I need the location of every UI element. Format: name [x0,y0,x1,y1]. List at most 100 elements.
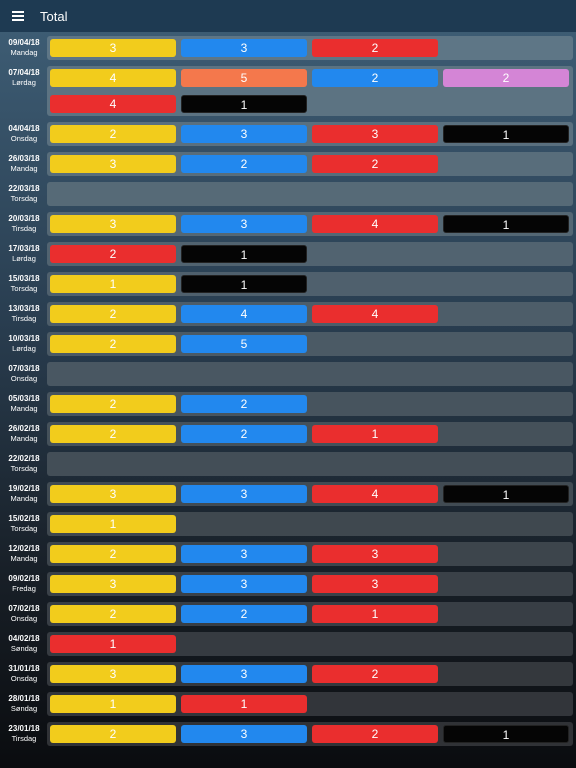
list-item[interactable]: 07/03/18 Onsdag [0,362,576,392]
red-count-chip[interactable]: 4 [312,305,438,323]
list-item[interactable]: 22/02/18 Torsdag [0,452,576,482]
red-count-chip[interactable]: 2 [312,665,438,683]
blue-count-chip[interactable]: 2 [181,605,307,623]
red-count-chip[interactable]: 2 [312,155,438,173]
list-item[interactable]: 09/04/18 Mandag 3 3 2 [0,36,576,66]
yellow-count-chip[interactable]: 3 [50,155,176,173]
blue-count-chip[interactable]: 2 [181,395,307,413]
yellow-count-chip[interactable]: 2 [50,305,176,323]
black-count-chip[interactable]: 1 [443,125,569,143]
blue-count-chip[interactable]: 4 [181,305,307,323]
black-count-chip[interactable]: 1 [181,245,307,263]
list-item[interactable]: 15/03/18 Torsdag 1 1 [0,272,576,302]
red-count-chip[interactable]: 2 [312,39,438,57]
yellow-count-chip[interactable]: 4 [50,69,176,87]
yellow-count-chip[interactable]: 1 [50,695,176,713]
list-item[interactable]: 28/01/18 Søndag 1 1 [0,692,576,722]
blue-count-chip[interactable]: 3 [181,39,307,57]
list-item[interactable]: 26/02/18 Mandag 2 2 1 [0,422,576,452]
blue-count-chip[interactable]: 2 [181,155,307,173]
hamburger-menu-icon[interactable] [12,11,24,21]
list-item[interactable]: 07/04/18 Lørdag 4 5 2 2 4 1 [0,66,576,122]
yellow-count-chip[interactable]: 3 [50,665,176,683]
red-count-chip[interactable]: 4 [312,485,438,503]
blue-count-chip[interactable]: 3 [181,125,307,143]
blue-count-chip[interactable]: 3 [181,485,307,503]
yellow-count-chip[interactable]: 2 [50,425,176,443]
yellow-count-chip[interactable]: 2 [50,125,176,143]
yellow-count-chip[interactable]: 2 [50,335,176,353]
list-item[interactable]: 20/03/18 Tirsdag 3 3 4 1 [0,212,576,242]
black-count-chip[interactable]: 1 [443,215,569,233]
list-item[interactable]: 04/04/18 Onsdag 2 3 3 1 [0,122,576,152]
list-item[interactable]: 31/01/18 Onsdag 3 3 2 [0,662,576,692]
yellow-count-chip[interactable]: 2 [50,395,176,413]
red-count-chip[interactable]: 2 [50,245,176,263]
red-count-chip[interactable]: 3 [312,125,438,143]
list-item[interactable]: 26/03/18 Mandag 3 2 2 [0,152,576,182]
red-count-chip[interactable]: 2 [312,725,438,743]
yellow-count-chip[interactable]: 2 [50,605,176,623]
entry-bar[interactable] [47,182,573,206]
blue-count-chip[interactable]: 3 [181,665,307,683]
blue-count-chip[interactable]: 2 [181,425,307,443]
red-count-chip[interactable]: 1 [312,605,438,623]
yellow-count-chip[interactable]: 1 [50,515,176,533]
list-item[interactable]: 17/03/18 Lørdag 2 1 [0,242,576,272]
red-count-chip[interactable]: 4 [50,95,176,113]
blue-count-chip[interactable]: 5 [181,335,307,353]
yellow-count-chip[interactable]: 3 [50,575,176,593]
entry-bar[interactable] [47,452,573,476]
list-item[interactable]: 09/02/18 Fredag 3 3 3 [0,572,576,602]
blue-count-chip[interactable]: 3 [181,215,307,233]
yellow-count-chip[interactable]: 3 [50,485,176,503]
list-item[interactable]: 10/03/18 Lørdag 2 5 [0,332,576,362]
red-count-chip[interactable]: 1 [312,425,438,443]
list-item[interactable]: 04/02/18 Søndag 1 [0,632,576,662]
yellow-count-chip[interactable]: 3 [50,39,176,57]
list-item[interactable]: 12/02/18 Mandag 2 3 3 [0,542,576,572]
red-count-chip[interactable]: 4 [312,215,438,233]
list-item[interactable]: 13/03/18 Tirsdag 2 4 4 [0,302,576,332]
list-item[interactable]: 19/02/18 Mandag 3 3 4 1 [0,482,576,512]
entry-bar[interactable]: 1 [47,632,573,656]
blue-count-chip[interactable]: 3 [181,545,307,563]
red-count-chip[interactable]: 1 [50,635,176,653]
entry-bar[interactable] [47,362,573,386]
blue-count-chip[interactable]: 3 [181,575,307,593]
list-item[interactable]: 05/03/18 Mandag 2 2 [0,392,576,422]
blue-count-chip[interactable]: 3 [181,725,307,743]
yellow-count-chip[interactable]: 2 [50,725,176,743]
orange-count-chip[interactable]: 5 [181,69,307,87]
list-item[interactable]: 15/02/18 Torsdag 1 [0,512,576,542]
list-item[interactable]: 23/01/18 Tirsdag 2 3 2 1 [0,722,576,752]
violet-count-chip[interactable]: 2 [443,69,569,87]
yellow-count-chip[interactable]: 3 [50,215,176,233]
list-item[interactable]: 22/03/18 Torsdag [0,182,576,212]
entry-bar[interactable]: 1 [47,512,573,536]
red-count-chip[interactable]: 1 [181,695,307,713]
red-count-chip[interactable]: 3 [312,545,438,563]
black-count-chip[interactable]: 1 [181,275,307,293]
black-count-chip[interactable]: 1 [181,95,307,113]
black-count-chip[interactable]: 1 [443,485,569,503]
red-count-chip[interactable]: 3 [312,575,438,593]
yellow-count-chip[interactable]: 1 [50,275,176,293]
blue-count-chip[interactable]: 2 [312,69,438,87]
